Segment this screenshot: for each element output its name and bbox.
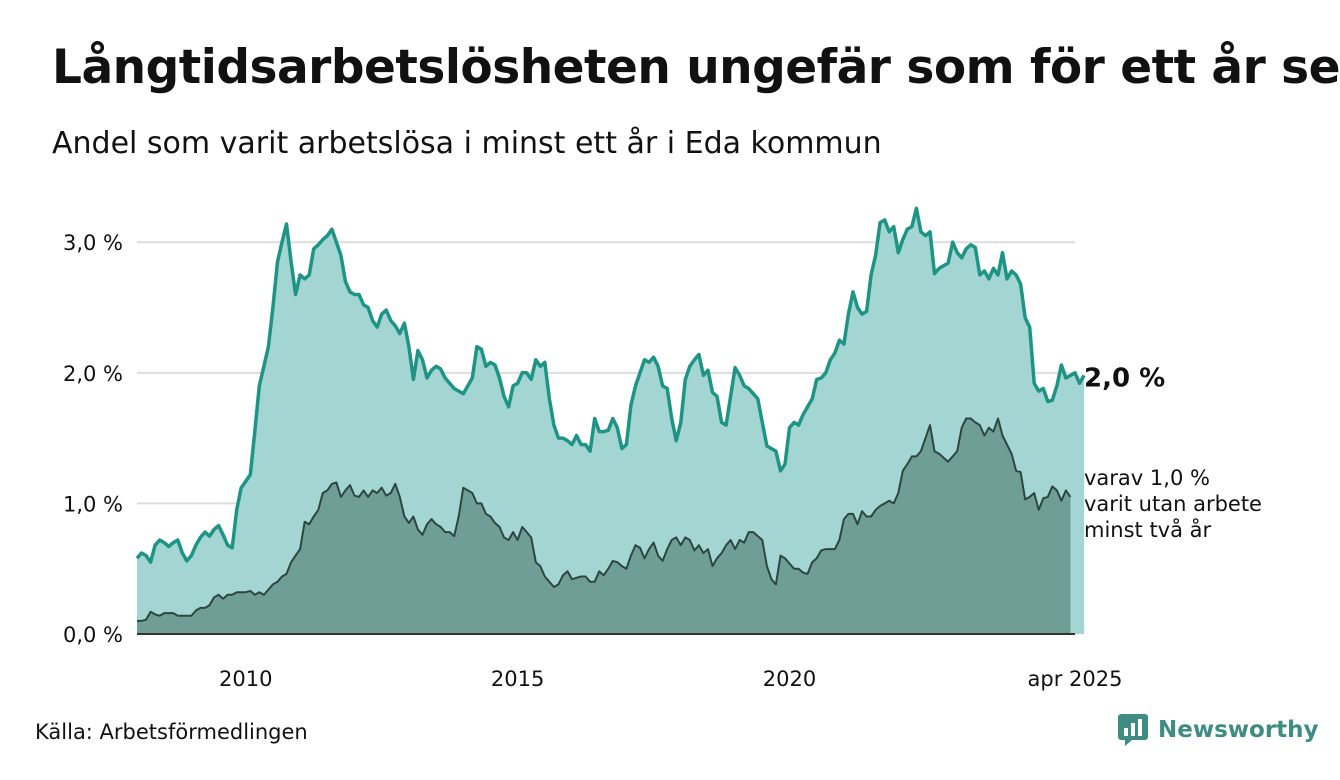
end-label-total: 2,0 % bbox=[1084, 363, 1165, 393]
end-label-line: varav 1,0 % bbox=[1084, 466, 1210, 490]
end-label-two-years: varav 1,0 % varit utan arbete minst två år bbox=[1084, 466, 1262, 542]
y-tick-label: 3,0 % bbox=[63, 231, 123, 255]
y-tick-label: 0,0 % bbox=[63, 623, 123, 647]
brand-logo: Newsworthy bbox=[1118, 714, 1319, 746]
line-two-years bbox=[137, 417, 1072, 622]
end-label-line: varit utan arbete bbox=[1084, 492, 1262, 516]
area-two-years bbox=[137, 418, 1071, 634]
chart: 0,0 % 1,0 % 2,0 % 3,0 % 2010 2015 2020 apr 2025… bbox=[63, 206, 1262, 691]
x-tick-label: 2020 bbox=[763, 667, 816, 691]
newsworthy-logo-icon bbox=[1118, 714, 1148, 746]
chart-title: Långtidsarbetslösheten ungefär som för e… bbox=[52, 40, 1340, 95]
brand-name: Newsworthy bbox=[1158, 717, 1319, 743]
source-note: Källa: Arbetsförmedlingen bbox=[35, 720, 308, 744]
end-label-line: minst två år bbox=[1084, 517, 1212, 542]
x-tick-label: apr 2025 bbox=[1028, 667, 1123, 691]
x-tick-label: 2010 bbox=[219, 667, 272, 691]
chart-subtitle: Andel som varit arbetslösa i minst ett å… bbox=[52, 126, 882, 161]
y-tick-label: 1,0 % bbox=[63, 492, 123, 516]
y-tick-label: 2,0 % bbox=[63, 362, 123, 386]
x-tick-label: 2015 bbox=[491, 667, 544, 691]
line-total bbox=[135, 206, 1086, 564]
